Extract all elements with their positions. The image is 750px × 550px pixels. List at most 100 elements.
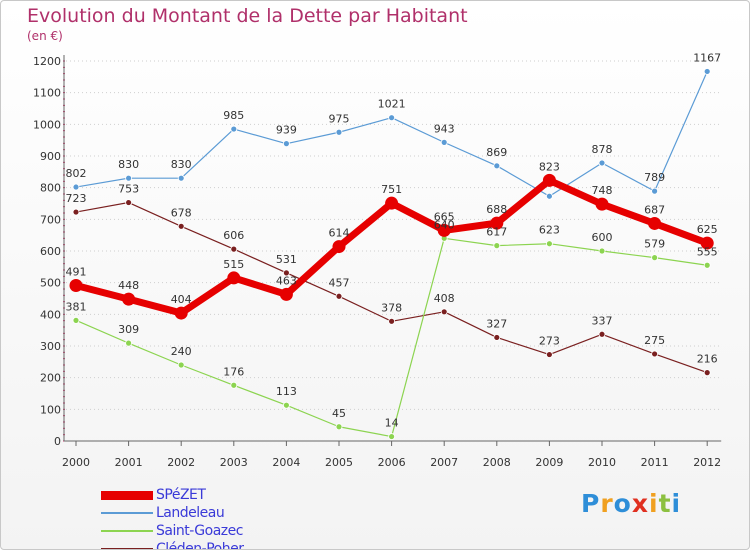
legend-swatch	[101, 490, 153, 500]
data-point	[703, 68, 711, 75]
data-label: 688	[486, 203, 507, 216]
data-label: 939	[276, 124, 297, 137]
x-tick-label: 2006	[378, 456, 406, 469]
y-tick-label: 1100	[33, 87, 61, 100]
data-label: 1021	[378, 98, 406, 111]
data-point	[700, 236, 714, 250]
data-point	[542, 173, 556, 187]
logo-letter: i	[671, 489, 682, 518]
y-tick-label: 200	[40, 372, 61, 385]
data-label: 830	[118, 158, 139, 171]
data-label: 823	[539, 160, 560, 173]
data-point	[335, 423, 343, 431]
data-label: 515	[223, 258, 244, 271]
data-point	[282, 140, 290, 148]
data-label: 614	[329, 227, 350, 240]
data-point	[177, 361, 185, 369]
data-label: 625	[697, 223, 718, 236]
data-label: 448	[118, 279, 139, 292]
data-point	[230, 381, 238, 389]
data-point	[703, 369, 711, 377]
data-label: 878	[592, 143, 613, 156]
data-point	[598, 247, 606, 255]
data-point	[332, 240, 346, 254]
data-label: 45	[332, 407, 346, 420]
data-label: 309	[118, 323, 139, 336]
data-label: 240	[171, 345, 192, 358]
legend-label: Cléden-Poher	[156, 541, 244, 550]
data-label: 327	[486, 317, 507, 330]
y-tick-label: 1000	[33, 118, 61, 131]
data-label: 600	[592, 231, 613, 244]
data-point	[651, 350, 658, 358]
data-point	[595, 197, 609, 211]
data-point	[598, 330, 606, 338]
data-label: 337	[592, 314, 613, 327]
data-point	[72, 316, 80, 324]
data-label: 751	[381, 183, 402, 196]
data-label: 408	[434, 292, 455, 305]
data-label: 723	[66, 192, 87, 205]
data-label: 273	[539, 335, 560, 348]
data-point	[490, 216, 504, 230]
legend-swatch	[101, 530, 153, 532]
data-point	[546, 240, 553, 248]
data-label: 789	[644, 171, 665, 184]
data-label: 975	[329, 112, 350, 125]
data-label: 617	[486, 226, 507, 239]
data-point	[72, 183, 80, 191]
x-tick-label: 2005	[325, 456, 353, 469]
legend-item: Saint-Goazec	[101, 522, 243, 540]
legend-swatch	[101, 512, 153, 514]
data-label: 275	[644, 334, 665, 347]
data-point	[122, 292, 136, 306]
data-point	[177, 222, 185, 230]
y-tick-label: 400	[40, 308, 61, 321]
y-tick-label: 500	[40, 277, 61, 290]
x-tick-label: 2000	[62, 456, 90, 469]
logo-letter: i	[649, 489, 659, 518]
data-label: 404	[171, 293, 192, 306]
data-point	[385, 196, 399, 210]
data-point	[651, 187, 658, 195]
data-label: 943	[434, 122, 455, 135]
data-label: 606	[223, 229, 244, 242]
data-label: 665	[434, 210, 455, 223]
x-tick-label: 2003	[220, 456, 248, 469]
legend-label: SPéZET	[156, 487, 206, 503]
data-label: 687	[644, 203, 665, 216]
data-label: 491	[66, 266, 87, 279]
data-point	[174, 306, 188, 320]
logo-letter: o	[613, 489, 632, 518]
proxiti-logo: Proxiti	[581, 489, 681, 518]
data-point	[440, 308, 448, 316]
logo-letter: x	[631, 489, 649, 518]
data-point	[335, 292, 343, 300]
logo-letter: t	[658, 489, 672, 518]
logo-letter: P	[581, 489, 601, 518]
legend-item: Landeleau	[101, 504, 243, 522]
data-label: 113	[276, 385, 297, 398]
data-label: 579	[644, 238, 665, 251]
data-point	[493, 242, 501, 250]
data-label: 678	[171, 206, 192, 219]
x-tick-label: 2010	[588, 456, 616, 469]
data-label: 531	[276, 253, 297, 266]
legend-swatch	[101, 548, 153, 549]
data-label: 753	[118, 183, 139, 196]
chart-title: Evolution du Montant de la Dette par Hab…	[27, 5, 468, 27]
data-label: 748	[592, 184, 613, 197]
data-label: 1167	[693, 51, 721, 64]
x-tick-label: 2008	[483, 456, 511, 469]
data-point	[227, 271, 241, 285]
data-point	[177, 174, 185, 182]
data-point	[388, 433, 396, 440]
legend-label: Landeleau	[156, 505, 225, 521]
data-label: 463	[276, 274, 297, 287]
data-point	[437, 223, 451, 237]
data-point	[230, 245, 238, 253]
data-point	[388, 317, 396, 325]
data-label: 555	[697, 245, 718, 258]
